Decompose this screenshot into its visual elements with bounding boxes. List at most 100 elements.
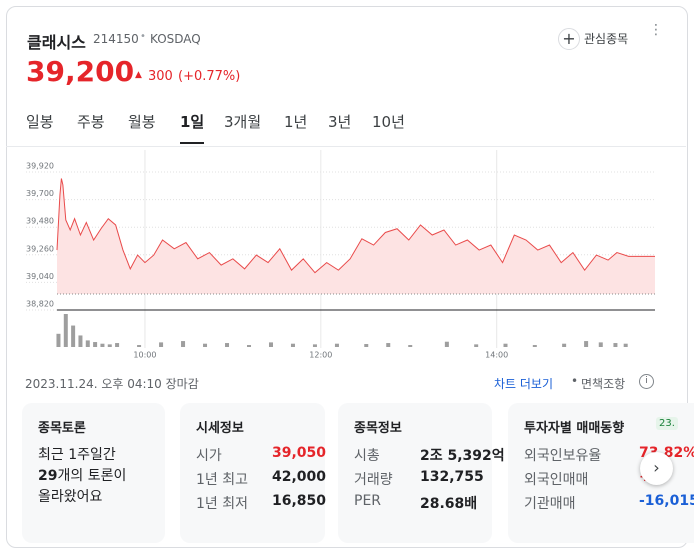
volume-bar [364, 344, 369, 347]
info-row: 기관매매 -16,015 [524, 493, 694, 513]
change-pct: (+0.77%) [178, 69, 241, 84]
chart: 39,920 39,700 39,480 39,260 39,040 38,820 10:0… [26, 150, 655, 360]
row-value: 2조 5,392억 [420, 448, 505, 464]
up-arrow: ▲ [135, 70, 142, 80]
row-label: 외국인보유율 [524, 448, 602, 464]
tab[interactable]: 1일 [180, 111, 205, 144]
volume-bar [623, 343, 628, 347]
next-button[interactable]: › [640, 452, 673, 485]
volume-bar [225, 343, 230, 347]
change: 300 [148, 69, 173, 84]
x-tick-label: 12:00 [309, 351, 332, 360]
sep: • [571, 374, 579, 388]
text: 최근 1주일간 [38, 447, 116, 463]
count: 29 [38, 468, 58, 484]
y-tick-label: 39,260 [26, 244, 54, 253]
volume-bar [115, 343, 120, 347]
volume-bar [290, 343, 295, 347]
y-tick-label: 39,480 [26, 217, 54, 226]
card-title: 종목토론 [38, 421, 86, 436]
volume-bar [203, 343, 208, 347]
more-link[interactable]: 차트 더보기 [494, 377, 554, 391]
dot: • [140, 31, 146, 42]
page: stock {"header":{"name":"클래시스","code":"2… [6, 6, 694, 548]
watchlist-button[interactable]: 관심종목 [584, 32, 629, 46]
price: 39,200 [26, 55, 135, 88]
volume-bar [444, 341, 449, 347]
card-title: 종목정보 [354, 421, 402, 436]
text: 개의 토론이 올라왔어요 [38, 468, 127, 505]
info-row: PER 28.68배 [354, 493, 477, 512]
volume-bar [532, 345, 537, 347]
row-label: 거래량 [354, 472, 393, 488]
card-discussion[interactable]: 종목토론 최근 1주일간 29개의 토론이 올라왔어요 [22, 403, 165, 543]
market: KOSDAQ [150, 32, 201, 46]
info-row: 1년 최저 16,850 [196, 493, 326, 513]
row-value: 42,000 [272, 469, 327, 485]
volume-bar [613, 343, 618, 347]
price-line [56, 178, 655, 274]
volume-bar [93, 342, 98, 347]
tab[interactable]: 10년 [372, 113, 405, 131]
volume-bar [85, 340, 90, 347]
badge: 23. [656, 417, 678, 430]
row-value: 39,050 [272, 445, 327, 461]
card-title: 시세정보 [196, 421, 244, 436]
row-label: 기관매매 [524, 496, 576, 512]
info-row: 외국인보유율 73.82% [524, 445, 694, 465]
row-label: 시총 [354, 448, 380, 464]
row-value: -16,015 [639, 493, 694, 509]
tab[interactable]: 3년 [328, 113, 352, 131]
row-label: PER [354, 493, 382, 509]
volume-bar [598, 342, 603, 347]
disclaimer[interactable]: 면책조항 [581, 377, 626, 391]
volume-bar [56, 333, 61, 347]
volume-bar [71, 325, 76, 347]
volume-bar [584, 341, 589, 347]
row-label: 1년 최고 [196, 472, 248, 488]
tab[interactable]: 일봉 [26, 113, 54, 131]
price-area [57, 178, 655, 294]
y-tick-label: 39,040 [26, 272, 54, 281]
row-label: 시가 [196, 448, 222, 464]
row-value: 132,755 [420, 469, 484, 485]
add-icon[interactable]: + [558, 28, 580, 50]
y-tick-label: 39,700 [26, 189, 54, 198]
volume-bar [63, 314, 68, 347]
stock-code: 214150 [93, 32, 139, 46]
tab[interactable]: 1년 [284, 113, 308, 131]
x-tick-label: 10:00 [133, 351, 156, 360]
volume-bar [268, 342, 273, 347]
info-row: 외국인매매+2 [524, 469, 660, 489]
y-tick-label: 38,820 [26, 300, 54, 309]
info-row: 1년 최고 42,000 [196, 469, 326, 489]
timestamp: 2023.11.24. 오후 04:10 장마감 [25, 377, 199, 391]
discussion-text: 최근 1주일간 29개의 토론이 올라왔어요 [38, 445, 138, 508]
info-row: 시가 39,050 [196, 445, 326, 465]
row-value: 28.68배 [420, 496, 478, 512]
volume-bar [386, 343, 391, 347]
tab[interactable]: 3개월 [224, 113, 262, 131]
info-icon[interactable]: i [639, 374, 654, 389]
volume-bar [503, 343, 508, 347]
volume-bar [247, 345, 252, 347]
tab[interactable]: 월봉 [128, 113, 156, 131]
volume-bar [137, 345, 142, 347]
card-title: 투자자별 매매동향 [524, 421, 625, 436]
volume-bar [408, 345, 413, 347]
root: 클래시스 214150 • KOSDAQ + 관심종목 ⋮ 39,200 ▲ 3… [6, 6, 694, 548]
tab[interactable]: 주봉 [77, 113, 105, 131]
divider [6, 146, 686, 147]
row-value: 16,850 [272, 493, 327, 509]
volume-bar [474, 344, 479, 347]
row-label: 1년 최저 [196, 496, 248, 512]
volume-bar [159, 342, 164, 347]
volume-bar [181, 341, 186, 347]
volume-bar [78, 335, 83, 347]
volume-bar [100, 343, 105, 347]
volume-bar [312, 344, 317, 347]
row-label: 외국인매매 [524, 472, 589, 488]
info-row: 거래량 132,755 [354, 469, 484, 489]
